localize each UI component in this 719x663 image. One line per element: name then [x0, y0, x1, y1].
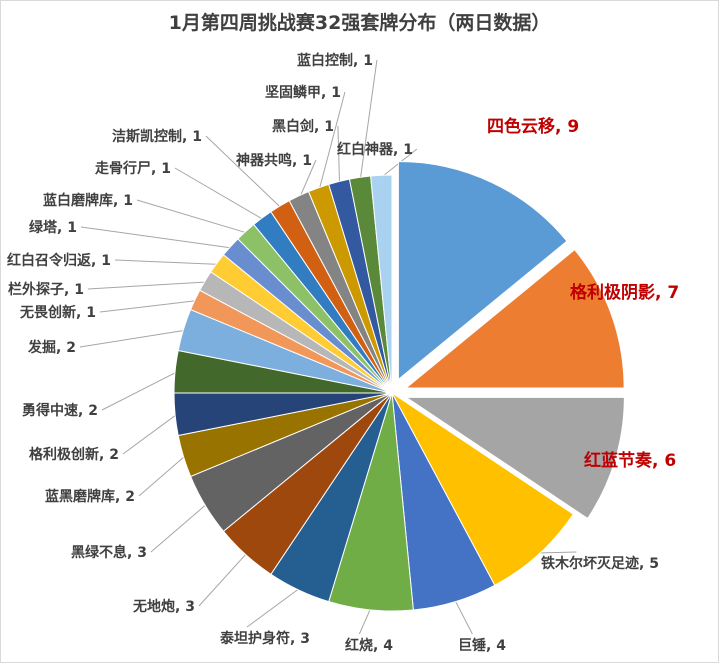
data-label: 红烧, 4 [345, 637, 393, 654]
leader-line [454, 599, 473, 635]
data-label: 洁斯凯控制, 1 [112, 128, 202, 145]
data-label: 发掘, 2 [27, 339, 76, 356]
data-label: 栏外探子, 1 [8, 281, 84, 298]
chart-title: 1月第四周挑战赛32强套牌分布（两日数据） [168, 12, 551, 34]
leader-line [246, 587, 300, 628]
leader-line [205, 135, 282, 209]
leader-line [87, 281, 207, 290]
data-label: 红白神器, 1 [337, 141, 413, 158]
pie-slice [404, 396, 625, 520]
data-label: 绿塔, 1 [29, 219, 77, 236]
leader-line [101, 371, 178, 411]
data-label: 坚固鳞甲, 1 [265, 84, 341, 101]
pie-slice [391, 392, 574, 586]
data-label: 红蓝节奏, 6 [584, 450, 676, 471]
leader-line [299, 159, 317, 198]
pie-slice [404, 248, 625, 389]
data-label: 铁木尔坏灭足迹, 5 [541, 555, 659, 572]
leader-line [358, 607, 372, 635]
leader-line [99, 300, 197, 313]
data-label: 黑绿不息, 3 [71, 544, 147, 561]
data-label: 蓝白磨牌库, 1 [43, 192, 133, 209]
data-label: 走骨行尸, 1 [95, 160, 171, 177]
data-label: 蓝白控制, 1 [297, 52, 373, 69]
leader-line [79, 329, 186, 348]
data-label: 勇得中速, 2 [22, 402, 98, 419]
data-label: 蓝黑磨牌库, 2 [45, 488, 135, 505]
leader-line [114, 259, 219, 265]
data-label: 四色云移, 9 [487, 116, 579, 137]
data-label: 泰坦护身符, 3 [219, 630, 310, 647]
leader-line [318, 91, 346, 190]
data-label: 黑白剑, 1 [272, 118, 334, 135]
leader-line [80, 226, 233, 249]
leader-line [537, 551, 577, 554]
leader-line [174, 167, 264, 220]
leader-line [138, 455, 186, 497]
data-label: 神器共鸣, 1 [236, 152, 312, 169]
data-label: 无畏创新, 1 [19, 304, 96, 321]
data-label: 红白召令归返, 1 [7, 252, 111, 269]
pie-slice [397, 160, 568, 381]
data-label: 格利极阴影, 7 [570, 282, 679, 303]
leader-line [337, 125, 341, 184]
pie-slice [370, 174, 393, 394]
leader-line [359, 59, 378, 180]
leader-line [122, 413, 178, 455]
data-label: 格利极创新, 2 [29, 446, 119, 463]
data-label: 无地炮, 3 [132, 598, 195, 615]
leader-line [198, 552, 248, 607]
leader-line [150, 503, 208, 553]
leader-line [136, 199, 248, 234]
data-label: 巨锤, 4 [458, 637, 506, 654]
